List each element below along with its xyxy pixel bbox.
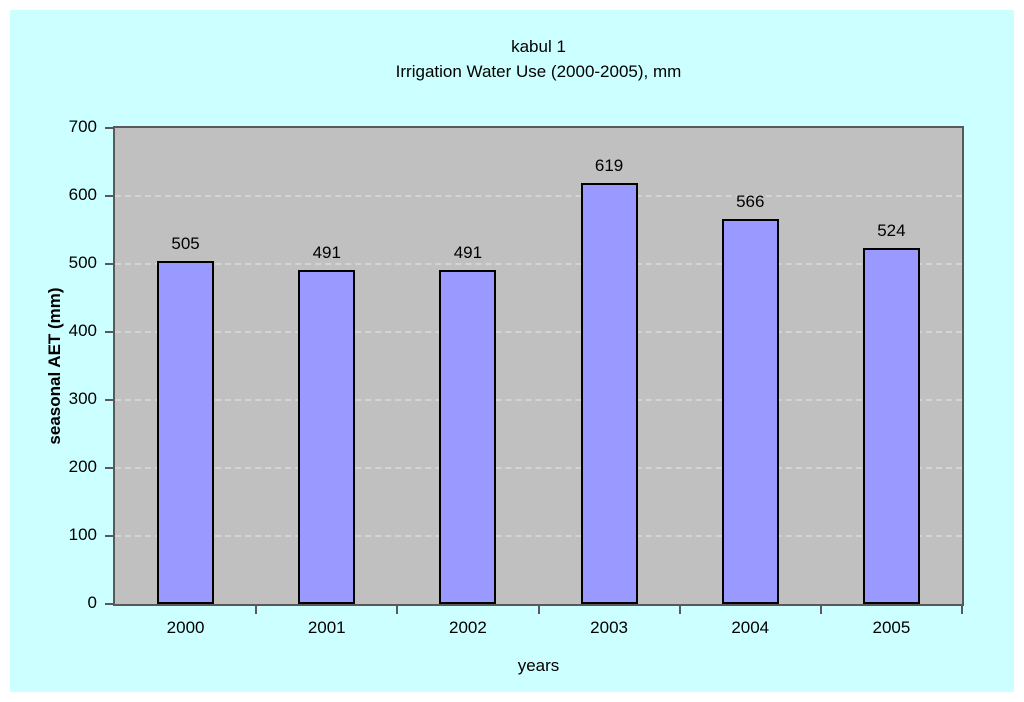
chart-subtitle: Irrigation Water Use (2000-2005), mm: [395, 62, 682, 81]
y-tick-label-200: 200: [68, 457, 97, 476]
y-tick-label-0: 0: [87, 593, 97, 612]
bar-value-label-2002: 491: [453, 243, 483, 262]
x-axis-title: years: [115, 656, 962, 676]
y-tick-label-600: 600: [68, 185, 97, 204]
y-tick-mark-300: [105, 399, 113, 401]
x-tick-mark-1: [255, 606, 258, 614]
plot-area: [113, 126, 964, 606]
y-tick-mark-600: [105, 195, 113, 197]
x-tick-label-2004: 2004: [731, 618, 770, 637]
y-tick-label-700: 700: [68, 117, 97, 136]
x-tick-mark-5: [819, 606, 822, 614]
x-tick-label-2003: 2003: [590, 618, 628, 637]
bar-value-label-2000: 505: [171, 234, 200, 253]
x-tick-mark-3: [537, 606, 540, 614]
gridline-100: [115, 535, 962, 537]
y-tick-label-300: 300: [68, 389, 97, 408]
chart-title-block: kabul 1 Irrigation Water Use (2000-2005)…: [115, 34, 962, 84]
bar-value-label-2001: 491: [312, 243, 341, 262]
x-tick-mark-6: [961, 606, 963, 614]
y-tick-mark-200: [105, 467, 113, 469]
y-tick-mark-500: [105, 263, 113, 265]
bar-2004: [721, 219, 779, 604]
x-tick-label-2002: 2002: [448, 618, 487, 637]
y-tick-mark-400: [105, 331, 113, 333]
x-tick-mark-4: [678, 606, 681, 614]
gridline-600: [115, 195, 962, 197]
bar-2005: [862, 248, 920, 604]
bar-value-label-2003: 619: [594, 156, 624, 175]
y-tick-mark-700: [105, 127, 113, 129]
gridline-500: [115, 263, 962, 265]
bar-2002: [439, 270, 497, 604]
bar-2001: [298, 270, 356, 604]
bar-2000: [157, 261, 215, 604]
x-tick-label-2000: 2000: [166, 618, 205, 637]
y-tick-mark-100: [105, 535, 113, 537]
gridline-200: [115, 467, 962, 469]
x-tick-label-2005: 2005: [872, 618, 911, 637]
y-tick-label-500: 500: [68, 253, 97, 272]
gridline-300: [115, 399, 962, 401]
chart-title: kabul 1: [511, 37, 566, 56]
x-axis-title-label: years: [517, 656, 560, 675]
bar-value-label-2004: 566: [736, 192, 765, 211]
y-tick-mark-0: [105, 603, 113, 605]
x-tick-label-2001: 2001: [307, 618, 346, 637]
gridline-400: [115, 331, 962, 333]
bar-value-label-2005: 524: [877, 221, 906, 240]
y-tick-label-400: 400: [68, 321, 97, 340]
x-tick-mark-2: [396, 606, 399, 614]
bar-2003: [580, 183, 638, 604]
y-axis-title-label: seasonal AET (mm): [45, 287, 64, 445]
y-tick-label-100: 100: [68, 525, 97, 544]
bar-chart: kabul 1 Irrigation Water Use (2000-2005)…: [10, 10, 1014, 692]
